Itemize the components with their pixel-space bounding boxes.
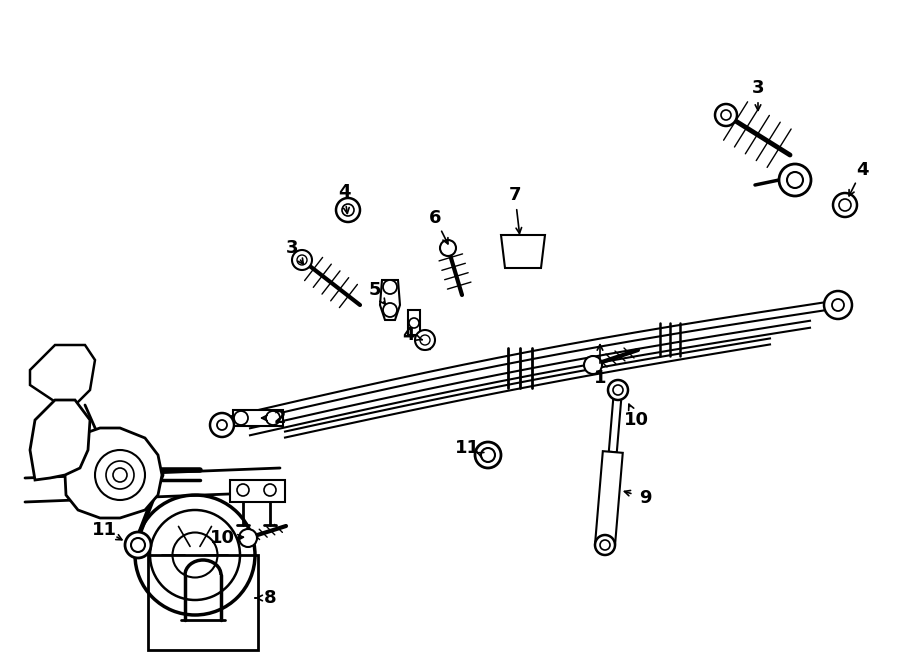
Polygon shape	[233, 410, 283, 426]
Text: 6: 6	[428, 209, 441, 227]
Text: 2: 2	[274, 409, 286, 427]
Circle shape	[715, 104, 737, 126]
Text: 9: 9	[639, 489, 652, 507]
Polygon shape	[30, 345, 95, 405]
Polygon shape	[595, 451, 623, 546]
Polygon shape	[65, 428, 162, 518]
Circle shape	[839, 199, 851, 211]
Text: 4: 4	[338, 183, 350, 201]
Circle shape	[383, 280, 397, 294]
Circle shape	[721, 110, 731, 120]
Circle shape	[292, 250, 312, 270]
Circle shape	[234, 411, 248, 425]
Text: 7: 7	[508, 186, 521, 204]
Text: 10: 10	[210, 529, 235, 547]
Circle shape	[409, 318, 419, 328]
Circle shape	[297, 255, 307, 265]
Polygon shape	[380, 280, 400, 320]
Circle shape	[584, 356, 602, 374]
Text: 4: 4	[401, 326, 414, 344]
Circle shape	[415, 330, 435, 350]
Circle shape	[336, 198, 360, 222]
Text: 11: 11	[92, 521, 116, 539]
Circle shape	[481, 448, 495, 462]
Circle shape	[239, 529, 257, 547]
Circle shape	[613, 385, 623, 395]
Text: 4: 4	[856, 161, 868, 179]
Circle shape	[824, 291, 852, 319]
Circle shape	[779, 164, 811, 196]
Circle shape	[833, 193, 857, 217]
Circle shape	[420, 335, 430, 345]
Circle shape	[113, 468, 127, 482]
Circle shape	[787, 172, 803, 188]
Text: 1: 1	[594, 369, 607, 387]
Circle shape	[595, 535, 615, 555]
Polygon shape	[501, 235, 545, 268]
Circle shape	[125, 532, 151, 558]
Text: 11: 11	[454, 439, 480, 457]
Text: 10: 10	[624, 411, 649, 429]
Polygon shape	[30, 400, 90, 480]
Circle shape	[342, 204, 354, 216]
Circle shape	[217, 420, 227, 430]
Circle shape	[210, 413, 234, 437]
Polygon shape	[408, 310, 420, 335]
Circle shape	[475, 442, 501, 468]
Polygon shape	[608, 390, 622, 452]
Text: 5: 5	[369, 281, 382, 299]
Circle shape	[264, 484, 276, 496]
Circle shape	[832, 299, 844, 311]
Polygon shape	[230, 480, 285, 502]
Circle shape	[608, 380, 628, 400]
Text: 3: 3	[286, 239, 298, 257]
Circle shape	[237, 484, 249, 496]
Circle shape	[266, 411, 280, 425]
Text: 8: 8	[264, 589, 276, 607]
Text: 3: 3	[752, 79, 764, 97]
Bar	[148, 555, 258, 650]
Circle shape	[440, 240, 456, 256]
Circle shape	[131, 538, 145, 552]
Circle shape	[383, 303, 397, 317]
Circle shape	[600, 540, 610, 550]
